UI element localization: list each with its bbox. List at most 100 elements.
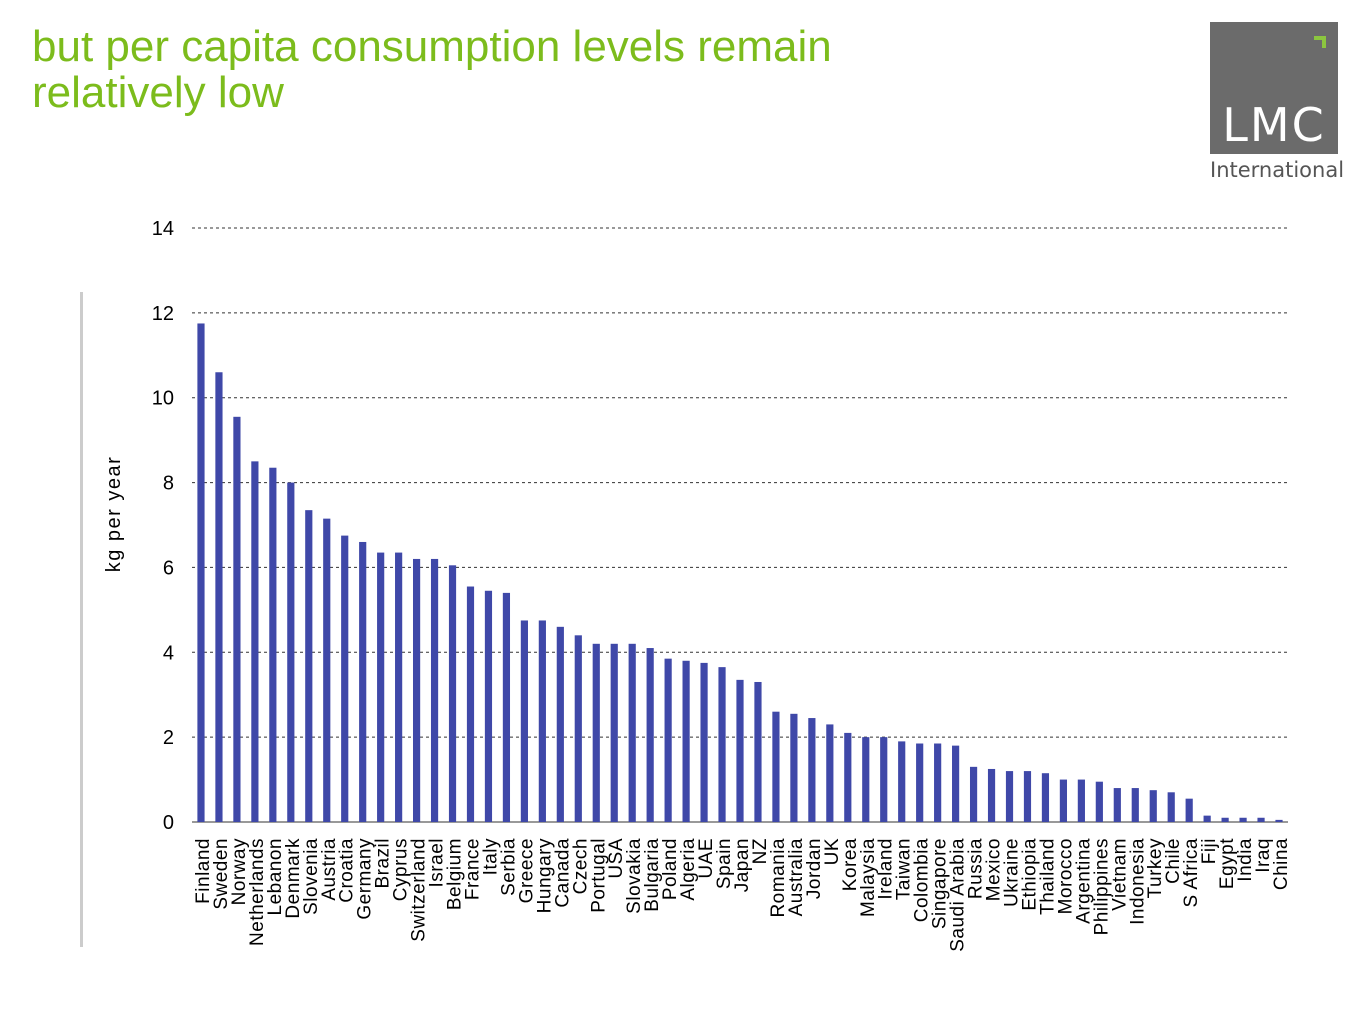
x-tick-label: Algeria: [678, 838, 699, 901]
x-tick-label: Germany: [355, 838, 376, 920]
bar-taiwan: [898, 741, 906, 822]
bar-belgium: [448, 565, 457, 822]
x-tick-label: Australia: [786, 838, 807, 916]
bar-malaysia: [862, 737, 870, 822]
bar-thailand: [1041, 773, 1050, 822]
bar-ireland: [880, 737, 888, 822]
bar-croatia: [341, 535, 349, 822]
y-tick-label: 2: [163, 727, 174, 749]
x-tick-label: Mexico: [984, 838, 1005, 901]
bar-iraq: [1257, 817, 1265, 822]
logo-corner-mark: [1314, 36, 1326, 40]
x-tick-label: Iraq: [1253, 838, 1274, 873]
x-tick-label: Hungary: [534, 838, 555, 913]
bar-australia: [790, 713, 798, 822]
bar-hungary: [538, 620, 546, 822]
x-tick-label: Japan: [732, 838, 753, 892]
bar-ethiopia: [1023, 771, 1032, 822]
x-tick-label: India: [1235, 838, 1256, 882]
bar-slovenia: [305, 510, 313, 822]
x-tick-label: Slovakia: [624, 838, 645, 914]
y-tick-label: 4: [163, 642, 174, 664]
x-tick-label: Philippines: [1091, 838, 1112, 935]
x-tick-label: Romania: [768, 838, 789, 918]
bar-china: [1275, 819, 1283, 822]
x-tick-label: Chile: [1163, 838, 1184, 884]
x-tick-label: UK: [822, 838, 843, 865]
x-tick-label: Singapore: [930, 838, 951, 929]
x-tick-label: Greece: [516, 838, 537, 903]
x-tick-label: Finland: [193, 838, 214, 904]
x-tick-label: Saudi Arabia: [948, 838, 969, 952]
x-tick-label: Portugal: [588, 838, 609, 913]
bar-morocco: [1059, 779, 1068, 822]
bar-philippines: [1095, 781, 1103, 822]
x-tick-label: Italy: [480, 838, 501, 875]
bar-lebanon: [269, 467, 277, 822]
x-tick-label: Malaysia: [858, 838, 879, 917]
x-tick-label: UAE: [696, 838, 717, 879]
bars: [197, 323, 1283, 822]
bar-austria: [323, 518, 331, 822]
x-tick-label: Bulgaria: [642, 838, 663, 912]
bar-india: [1239, 817, 1247, 822]
y-axis-label: kg per year: [103, 456, 125, 573]
bar-brazil: [377, 552, 385, 822]
x-tick-label: Egypt: [1217, 838, 1238, 889]
bar-serbia: [502, 592, 511, 822]
bar-colombia: [916, 743, 924, 822]
x-tick-label: Sweden: [211, 838, 232, 910]
bar-fiji: [1203, 815, 1211, 822]
x-tick-label: France: [462, 838, 483, 900]
x-tick-label: Slovenia: [301, 838, 322, 915]
bar-cyprus: [395, 552, 403, 822]
bar-russia: [969, 766, 978, 822]
logo-subtitle: International: [1210, 158, 1345, 182]
title-line-2: relatively low: [32, 68, 284, 117]
x-tick-label: Norway: [229, 838, 250, 905]
bar-poland: [664, 658, 672, 822]
lmc-logo: LMC International: [1210, 22, 1345, 182]
x-tick-label: Indonesia: [1127, 838, 1148, 925]
bar-saudi-arabia: [952, 745, 960, 822]
x-tick-label: Ukraine: [1002, 838, 1023, 907]
bar-slovakia: [628, 643, 636, 822]
bar-canada: [556, 626, 564, 822]
bar-usa: [610, 643, 618, 822]
bar-jordan: [808, 718, 816, 822]
bar-czech: [574, 635, 582, 822]
x-tick-label: Brazil: [373, 838, 394, 889]
x-tick-label: Switzerland: [409, 838, 430, 942]
bar-denmark: [287, 482, 295, 822]
bar-indonesia: [1131, 788, 1139, 822]
x-tick-label: Turkey: [1145, 838, 1166, 898]
x-tick-label: Thailand: [1037, 838, 1058, 915]
x-tick-label: S Africa: [1181, 838, 1202, 907]
x-tick-label: Denmark: [283, 838, 304, 919]
bar-italy: [484, 590, 493, 822]
logo-box: LMC: [1210, 22, 1338, 154]
x-tick-label: Ireland: [876, 838, 897, 900]
x-tick-label: NZ: [750, 838, 771, 864]
y-tick-label: 10: [152, 388, 174, 410]
x-tick-label: Morocco: [1055, 838, 1076, 914]
bar-romania: [772, 711, 780, 822]
bar-chile: [1167, 792, 1175, 822]
x-tick-label: Lebanon: [265, 838, 286, 915]
bar-nz: [754, 681, 762, 822]
bar-algeria: [682, 660, 690, 822]
side-divider: [80, 292, 83, 947]
bar-mexico: [987, 768, 996, 822]
y-tick-label: 12: [152, 303, 174, 325]
x-tick-label: Czech: [570, 838, 591, 894]
x-tick-label: Belgium: [445, 838, 466, 910]
x-tick-label: Cyprus: [391, 838, 412, 901]
x-tick-label: Serbia: [498, 838, 519, 896]
y-tick-labels: 0 2 4 6 8 10 12 14: [152, 218, 174, 834]
bar-germany: [359, 541, 367, 822]
x-tick-label: Fiji: [1199, 838, 1220, 864]
title-line-1: but per capita consumption levels remain: [32, 22, 832, 71]
bar-vietnam: [1113, 788, 1121, 822]
bar-finland: [197, 323, 205, 822]
